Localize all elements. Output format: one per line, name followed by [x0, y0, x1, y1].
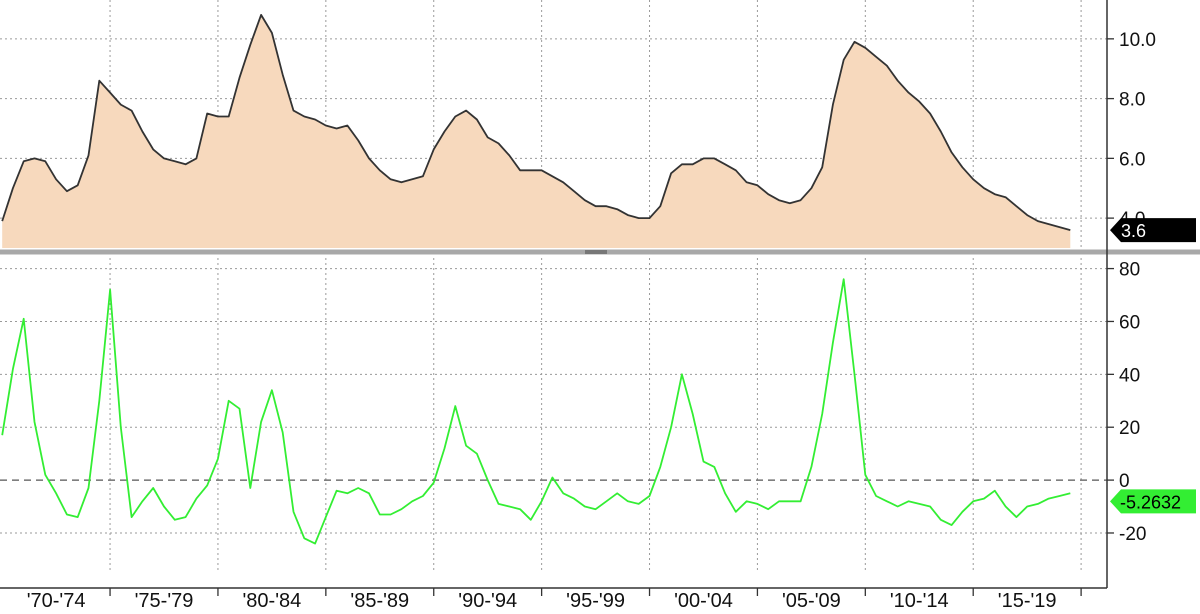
- x-tick-label: '75-'79: [135, 590, 194, 612]
- bottom-panel-grid: [0, 258, 1107, 570]
- top-last-value-flag-bg: [1110, 218, 1196, 243]
- y-tick-label: 20: [1119, 418, 1140, 439]
- top-panel-y-ticks: 4.06.08.010.0: [1107, 30, 1156, 230]
- x-tick-label: '00-'04: [674, 590, 733, 612]
- y-tick-label: 60: [1119, 312, 1140, 333]
- bottom-last-value-flag: -5.2632: [1110, 489, 1196, 514]
- bottom-last-value-flag-bg: [1110, 489, 1196, 514]
- y-tick-label: 80: [1119, 260, 1140, 281]
- y-tick-label: 40: [1119, 365, 1140, 386]
- unemployment-line: [1, 13, 1071, 231]
- x-tick-label: '90-'94: [458, 590, 517, 612]
- y-tick-label: 6.0: [1119, 149, 1145, 170]
- x-tick-label: '70-'74: [27, 590, 86, 612]
- axes: [0, 0, 1200, 589]
- y-tick-label: 0: [1119, 471, 1130, 492]
- y-tick-label: 8.0: [1119, 90, 1145, 111]
- top-panel-series: [1, 13, 1071, 249]
- panel-resize-handle: [585, 250, 607, 254]
- bottom-panel-y-ticks: -20 0 20 40 60 80: [1107, 260, 1146, 545]
- x-axis-ticks: '70-'74 '75-'79 '80-'84 '85-'89 '90-'94 '95-'…: [27, 588, 1082, 612]
- top-last-value-flag: 3.6: [1110, 218, 1196, 243]
- x-tick-label: '80-'84: [242, 590, 301, 612]
- x-tick-label: '10-'14: [890, 590, 949, 612]
- unemployment-area-fill: [2, 14, 1071, 249]
- top-last-value-label: 3.6: [1121, 221, 1146, 241]
- y-tick-label: 10.0: [1119, 30, 1156, 51]
- x-tick-label: '95-'99: [566, 590, 625, 612]
- x-tick-label: '05-'09: [782, 590, 841, 612]
- bottom-panel-series: [1, 278, 1071, 545]
- bottom-last-value-label: -5.2632: [1120, 492, 1181, 512]
- y-tick-label: -20: [1119, 524, 1146, 545]
- x-tick-label: '15-'19: [998, 590, 1057, 612]
- x-tick-label: '85-'89: [350, 590, 409, 612]
- change-line: [1, 278, 1071, 545]
